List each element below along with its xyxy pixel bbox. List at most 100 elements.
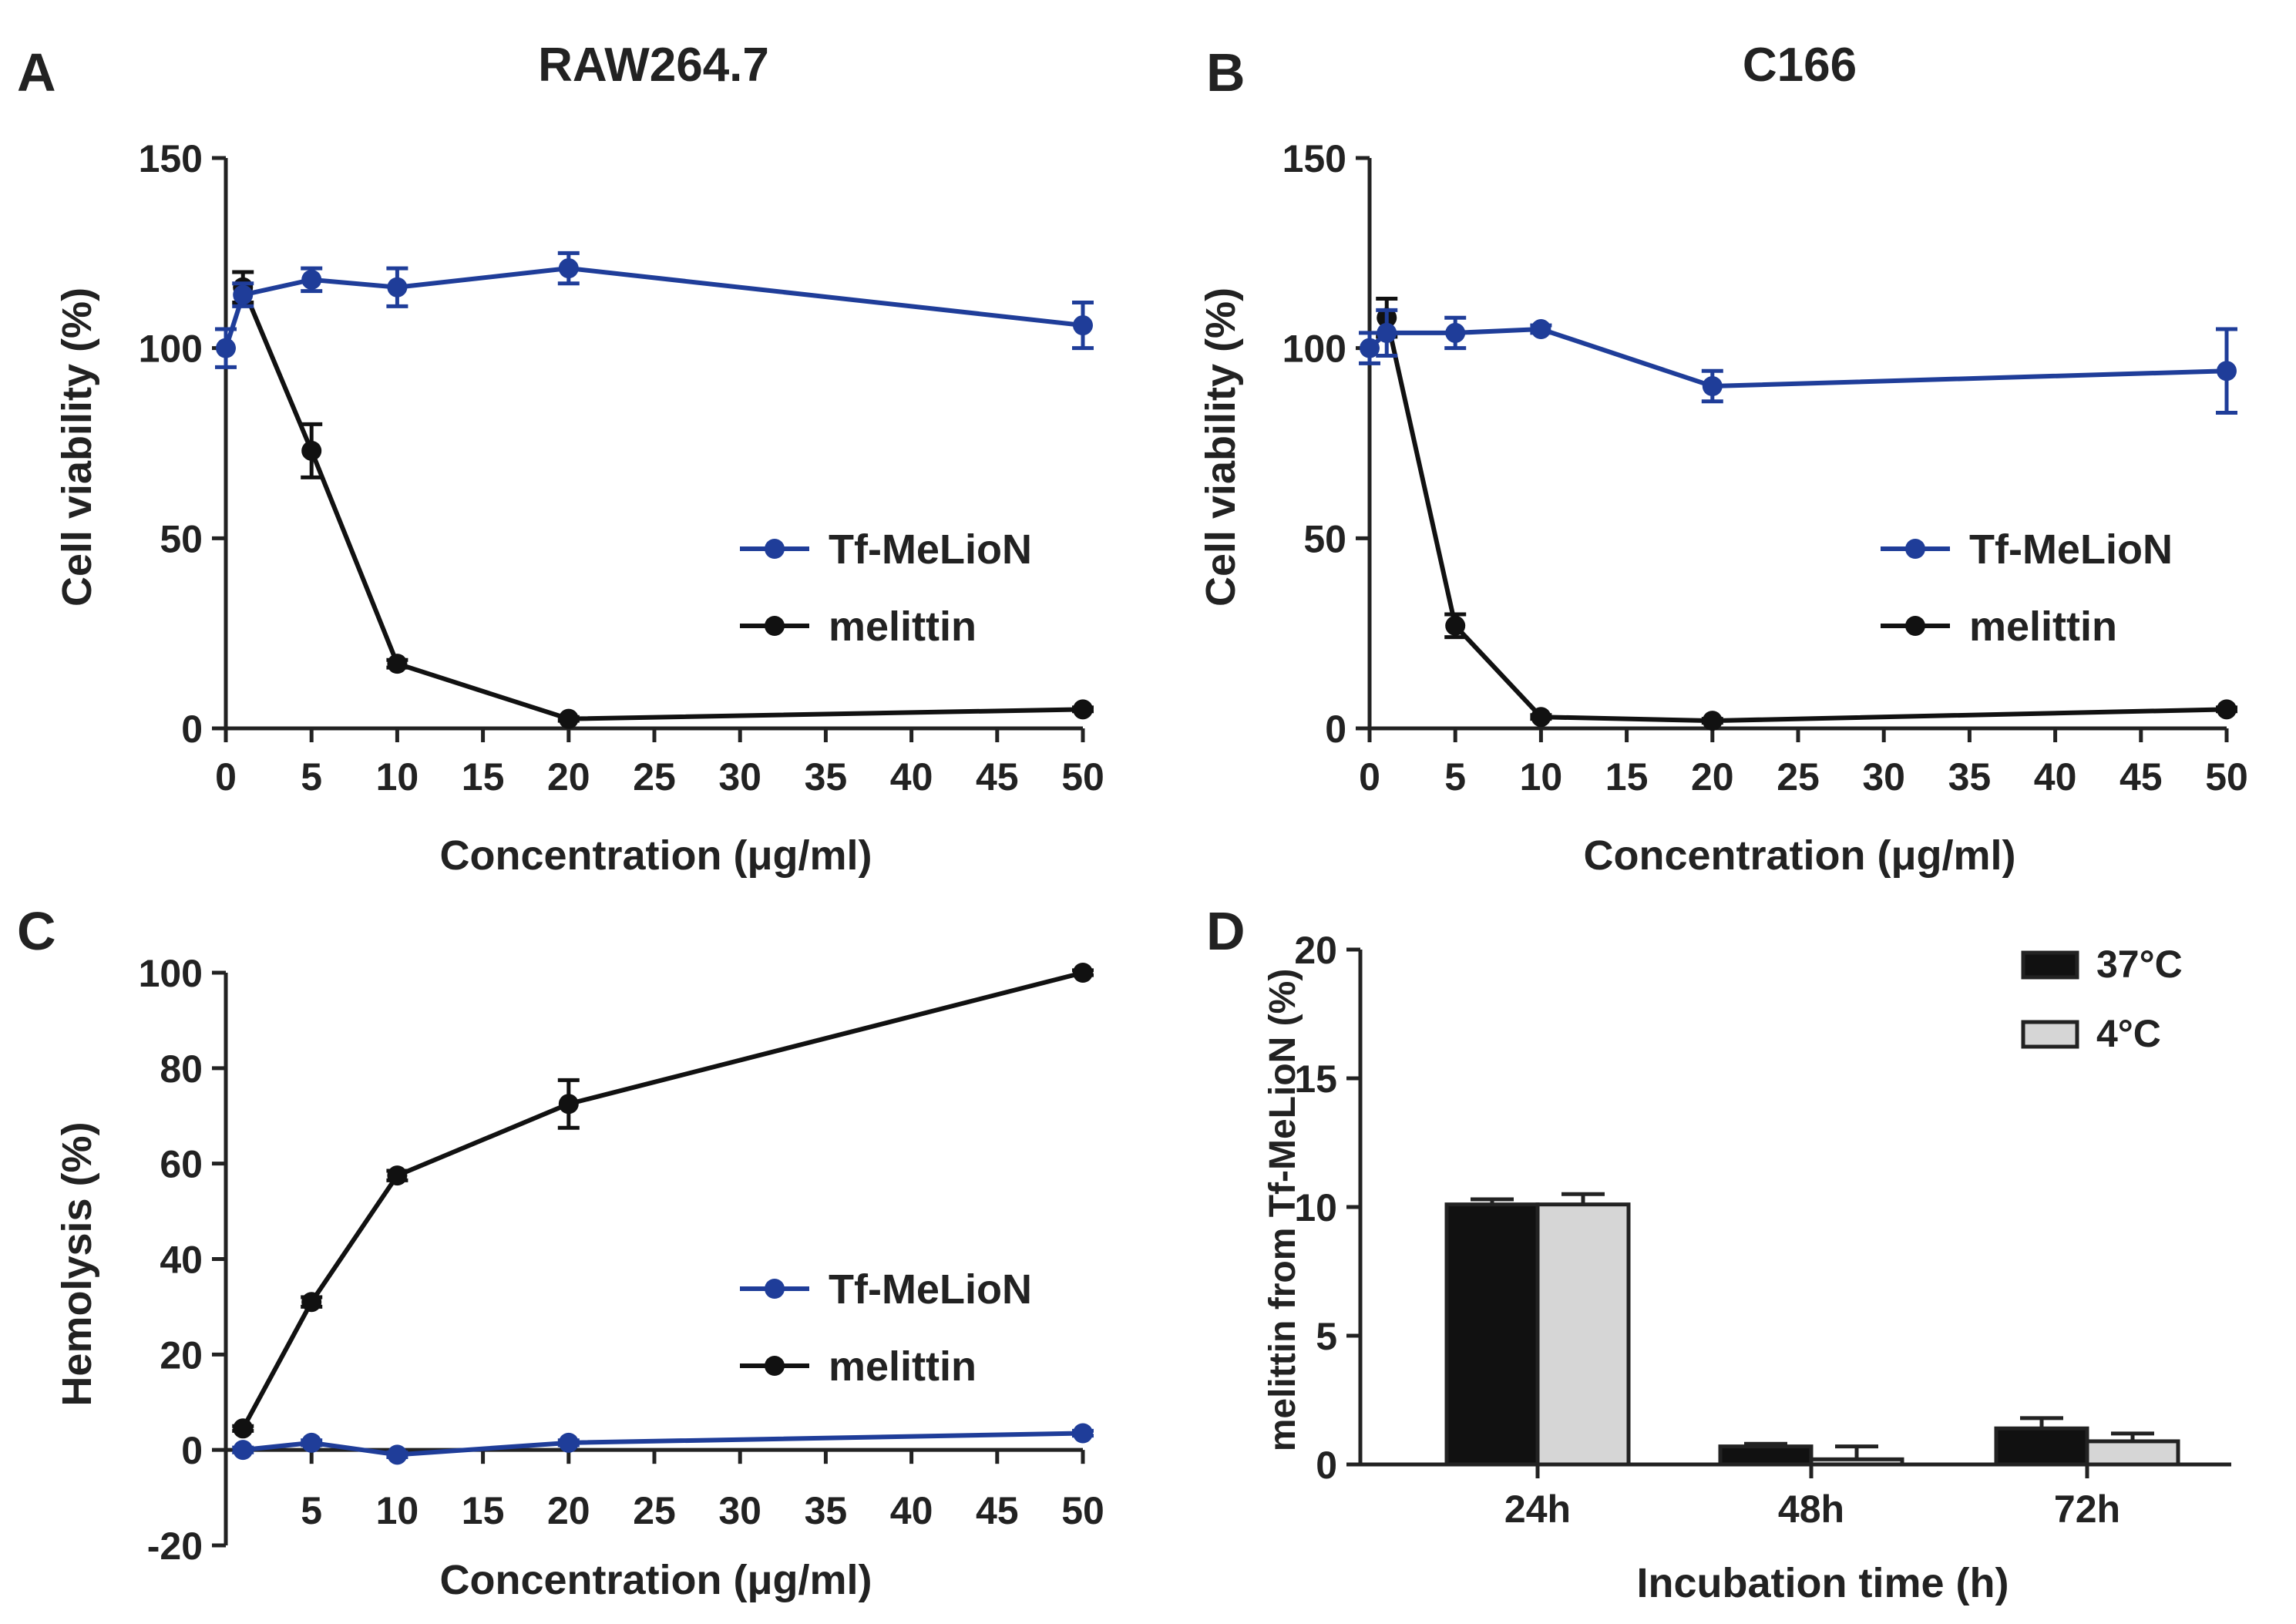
data-point [558, 1094, 579, 1115]
y-tick-label: 150 [1282, 137, 1346, 180]
legend-marker [765, 539, 785, 559]
tick-labels: 0 5 10 15 20 24h 48h 72h [1294, 929, 2120, 1531]
tick-labels: -20 0 20 40 60 80 100 5 10 15 20 25 30 35 40 45 50 [139, 952, 1104, 1568]
chart-title: C166 [1743, 39, 1857, 92]
x-tick-label: 10 [376, 1489, 419, 1532]
chart-title: RAW264.7 [538, 39, 769, 92]
legend-label: 4°C [2096, 1012, 2161, 1055]
data-point [301, 440, 322, 461]
data-point [1445, 322, 1466, 343]
x-tick-label: 30 [718, 1489, 761, 1532]
x-axis-label: Concentration (μg/ml) [439, 832, 872, 879]
data-marks [1359, 297, 2237, 731]
x-tick-label: 45 [976, 755, 1019, 799]
x-tick-label: 5 [301, 1489, 322, 1532]
x-tick-label: 25 [633, 1489, 676, 1532]
x-tick-label: 35 [805, 1489, 848, 1532]
x-tick-label: 30 [718, 755, 761, 799]
y-tick-label: 0 [181, 1429, 203, 1472]
y-tick-label: 80 [160, 1047, 203, 1091]
data-point [387, 1444, 408, 1465]
legend-marker [1905, 539, 1925, 559]
x-tick-label: 20 [547, 1489, 590, 1532]
data-point [233, 1418, 254, 1439]
data-point [387, 277, 408, 298]
y-tick-label: 50 [160, 517, 203, 560]
legend-label: melittin [829, 1343, 977, 1390]
y-tick-label: 100 [1282, 328, 1346, 371]
legend-label: 37°C [2096, 943, 2183, 986]
data-point [233, 284, 254, 305]
x-tick-label: 40 [890, 755, 933, 799]
x-axis-label: Concentration (μg/ml) [439, 1557, 872, 1603]
legend-marker [765, 1279, 785, 1299]
tick-labels: 0 50 100 150 0 5 10 15 20 25 30 35 40 45 50 [1282, 137, 2248, 799]
data-point [558, 258, 579, 279]
tick-labels: 0 50 100 150 0 5 10 15 20 25 30 35 40 45 50 [139, 137, 1104, 799]
panel-label-a: A [17, 42, 56, 103]
y-tick-label: 15 [1294, 1057, 1337, 1101]
y-tick-label: 0 [1325, 708, 1346, 751]
x-tick-label: 50 [2205, 755, 2248, 799]
legend-label: melittin [829, 604, 977, 650]
data-marks [1444, 1192, 2180, 1467]
x-tick-label: 25 [633, 755, 676, 799]
x-tick-label: 40 [2034, 755, 2077, 799]
y-axis-label: Hemolysis (%) [54, 1121, 100, 1406]
data-point [1073, 699, 1093, 720]
data-point [1531, 319, 1551, 339]
data-point [558, 1432, 579, 1453]
y-tick-label: 0 [181, 708, 203, 751]
x-tick-label: 10 [376, 755, 419, 799]
y-tick-label: 0 [1316, 1444, 1337, 1487]
x-tick-label: 10 [1520, 755, 1563, 799]
x-tick-label: 30 [1862, 755, 1905, 799]
axes [212, 156, 1085, 742]
legend-label: melittin [1969, 604, 2117, 650]
data-marks [215, 250, 1094, 729]
series-line-tf-melion [1368, 326, 2227, 389]
bar-24h-37c [1444, 1202, 1540, 1467]
x-tick-label: 25 [1777, 755, 1820, 799]
y-tick-label: 10 [1294, 1186, 1337, 1229]
y-axis-label: melittin from Tf-MeLioN (%) [1262, 969, 1303, 1452]
data-point [558, 708, 579, 729]
data-point [2217, 699, 2237, 720]
x-tick-label: 35 [1948, 755, 1992, 799]
x-tick-label: 5 [301, 755, 322, 799]
legend: Tf-MeLioN melittin [1881, 526, 2173, 650]
y-tick-label: 100 [139, 328, 203, 371]
data-point [387, 654, 408, 674]
bar-72h-4c [2085, 1439, 2180, 1467]
legend-swatch [2021, 950, 2079, 980]
series-line-melittin [240, 286, 1084, 721]
x-tick-label: 50 [1061, 1489, 1104, 1532]
y-tick-label: 20 [160, 1333, 203, 1377]
x-tick-label: 15 [462, 1489, 505, 1532]
data-point [1360, 338, 1380, 358]
x-tick-label: 24h [1504, 1488, 1571, 1531]
y-axis-label: Cell viability (%) [1198, 287, 1244, 607]
data-point [1445, 615, 1466, 636]
data-point [1531, 707, 1551, 728]
data-point [1073, 315, 1093, 336]
data-point [2217, 361, 2237, 382]
series-line-melittin [1384, 317, 2227, 724]
panel-c-hemolysis: C Hemolysis (%) Concentration (μg/ml) -2… [17, 901, 1104, 1603]
data-marks [232, 963, 1094, 1465]
data-point [1377, 322, 1397, 343]
y-tick-label: 20 [1294, 929, 1337, 972]
data-point [301, 269, 322, 290]
data-point [1073, 1423, 1093, 1444]
legend-marker [1905, 616, 1925, 636]
x-tick-label: 72h [2054, 1488, 2120, 1531]
y-tick-label: 60 [160, 1143, 203, 1186]
panel-b-viability-c166: B C166 Cell viability (%) Concentration … [1198, 39, 2248, 879]
x-tick-label: 45 [2120, 755, 2163, 799]
legend-label: Tf-MeLioN [1969, 526, 2173, 573]
axes [1356, 156, 2229, 742]
bar-72h-37c [1994, 1426, 2089, 1467]
x-tick-label: 20 [1691, 755, 1734, 799]
x-axis-label: Incubation time (h) [1637, 1560, 2009, 1606]
x-tick-label: 40 [890, 1489, 933, 1532]
